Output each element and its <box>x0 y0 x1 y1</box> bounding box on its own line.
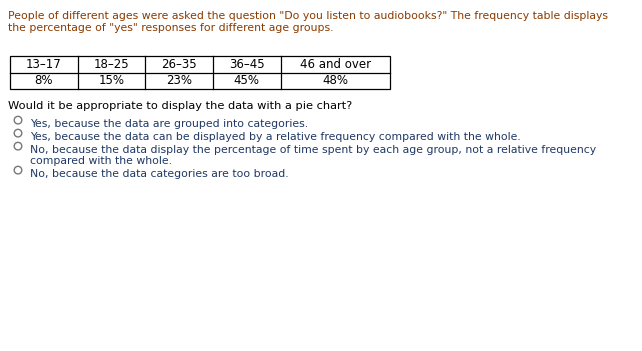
Text: 46 and over: 46 and over <box>300 58 371 71</box>
Text: 18–25: 18–25 <box>94 58 129 71</box>
Text: 23%: 23% <box>166 74 192 87</box>
Text: 15%: 15% <box>98 74 125 87</box>
Text: No, because the data display the percentage of time spent by each age group, not: No, because the data display the percent… <box>30 145 596 155</box>
Bar <box>10 56 390 89</box>
Text: 48%: 48% <box>322 74 348 87</box>
Text: People of different ages were asked the question "Do you listen to audiobooks?" : People of different ages were asked the … <box>8 11 608 21</box>
Text: 8%: 8% <box>35 74 53 87</box>
Text: 36–45: 36–45 <box>229 58 265 71</box>
Text: 13–17: 13–17 <box>26 58 62 71</box>
Text: compared with the whole.: compared with the whole. <box>30 156 172 166</box>
Text: the percentage of "yes" responses for different age groups.: the percentage of "yes" responses for di… <box>8 23 333 33</box>
Text: No, because the data categories are too broad.: No, because the data categories are too … <box>30 169 289 179</box>
Text: 45%: 45% <box>234 74 260 87</box>
Text: Would it be appropriate to display the data with a pie chart?: Would it be appropriate to display the d… <box>8 101 352 111</box>
Text: Yes, because the data can be displayed by a relative frequency compared with the: Yes, because the data can be displayed b… <box>30 132 521 142</box>
Text: 26–35: 26–35 <box>161 58 197 71</box>
Text: Yes, because the data are grouped into categories.: Yes, because the data are grouped into c… <box>30 119 308 129</box>
